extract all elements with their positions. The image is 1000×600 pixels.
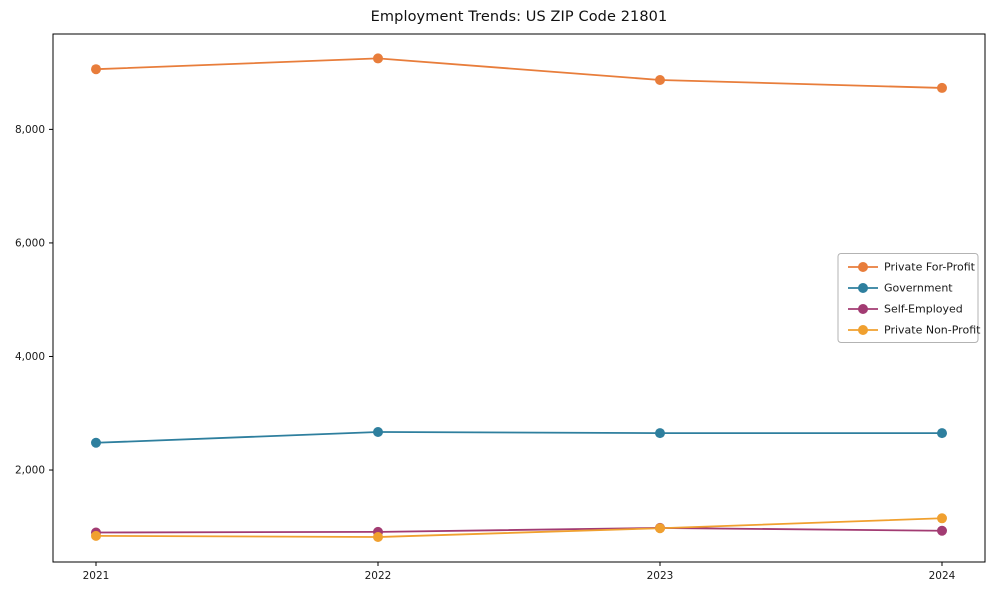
series-line — [95, 431, 942, 444]
chart-title: Employment Trends: US ZIP Code 21801 — [370, 9, 668, 25]
data-point — [91, 437, 101, 448]
y-tick-label: 8,000 — [15, 124, 45, 136]
legend-marker-dot — [858, 325, 868, 335]
x-tick-label: 2023 — [647, 570, 674, 582]
data-point — [937, 428, 947, 439]
series-line — [95, 527, 943, 534]
data-point — [937, 513, 947, 524]
x-tick-label: 2021 — [83, 570, 110, 582]
data-point — [937, 82, 947, 93]
data-point — [91, 530, 101, 541]
legend-label: Private Non-Profit — [884, 324, 981, 337]
legend-label: Self-Employed — [884, 303, 963, 316]
data-point — [655, 428, 665, 439]
data-point — [373, 53, 383, 64]
y-tick-label: 6,000 — [15, 237, 45, 249]
legend-marker-dot — [858, 283, 868, 293]
legend-marker-dot — [858, 304, 868, 314]
data-point — [655, 523, 665, 534]
data-point — [937, 525, 947, 536]
legend-item: Private Non-Profit — [848, 324, 981, 337]
legend-marker-dot — [858, 262, 868, 272]
legend-box — [837, 253, 979, 343]
y-tick-label: 2,000 — [15, 465, 45, 477]
plot-frame — [52, 33, 986, 563]
legend-item: Government — [848, 282, 953, 295]
legend-item: Self-Employed — [848, 303, 963, 316]
data-point — [373, 426, 383, 437]
data-point — [91, 64, 101, 75]
x-tick-label: 2022 — [365, 570, 392, 582]
series-line — [95, 517, 943, 538]
data-point — [373, 532, 383, 543]
legend-item: Private For-Profit — [848, 261, 976, 274]
legend-label: Government — [884, 282, 953, 295]
x-tick-label: 2024 — [929, 570, 956, 582]
data-point — [655, 74, 665, 85]
y-tick-label: 4,000 — [15, 351, 45, 363]
legend: Private For-Profit Government Self-Employe… — [837, 253, 981, 343]
series-line — [95, 57, 943, 89]
legend-label: Private For-Profit — [884, 261, 976, 274]
